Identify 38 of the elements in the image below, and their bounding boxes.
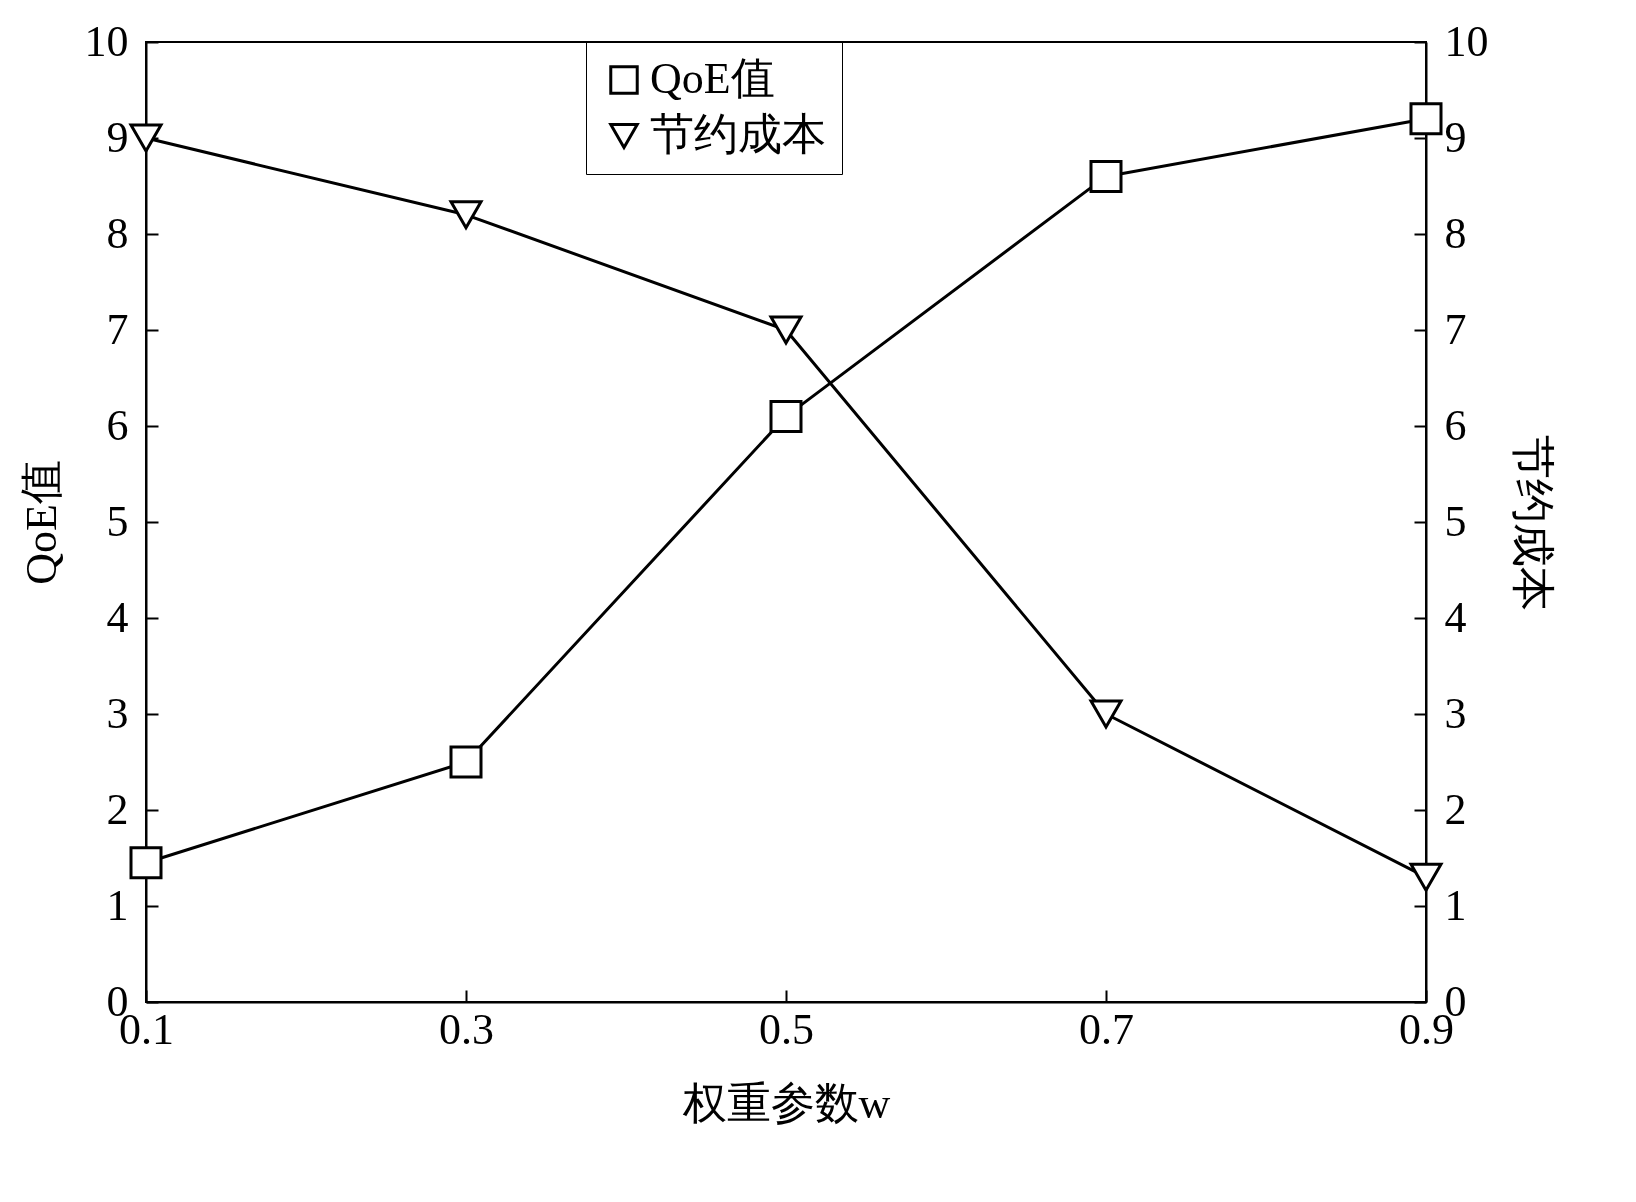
point [769, 315, 803, 345]
y2-tick-label: 4 [1444, 592, 1467, 642]
legend-label: 节约成本 [650, 110, 826, 159]
y2-tick-label: 3 [1444, 688, 1467, 738]
point [1409, 862, 1443, 892]
point [1409, 102, 1443, 136]
y2-tick-label: 9 [1444, 112, 1467, 162]
point [449, 745, 483, 779]
y2-tick-label: 5 [1444, 496, 1467, 546]
y-tick-label: 6 [106, 400, 129, 450]
y2-tick-label: 8 [1444, 208, 1467, 258]
x-axis-title: 权重参数w [681, 1078, 891, 1128]
y-tick-label: 10 [84, 16, 129, 66]
y-tick-label: 9 [106, 112, 129, 162]
point [129, 123, 163, 153]
y-tick-label: 7 [106, 304, 129, 354]
y2-tick-label: 6 [1444, 400, 1467, 450]
y2-tick-label: 2 [1444, 784, 1467, 834]
legend-label: QoE值 [650, 54, 775, 103]
y-tick-label: 1 [106, 880, 129, 930]
point [1089, 159, 1123, 193]
y2-tick-label: 10 [1444, 16, 1489, 66]
y2-axis-title: 节约成本 [1507, 434, 1557, 611]
point [1089, 699, 1123, 729]
x-tick-label: 0.3 [439, 1004, 494, 1054]
point [129, 846, 163, 880]
y-axis-title: QoE值 [16, 460, 66, 585]
x-tick-label: 0.5 [759, 1004, 814, 1054]
x-tick-label: 0.7 [1079, 1004, 1134, 1054]
y-tick-label: 8 [106, 208, 129, 258]
y-tick-label: 4 [106, 592, 129, 642]
y2-tick-label: 1 [1444, 880, 1467, 930]
y-tick-label: 3 [106, 688, 129, 738]
y2-tick-label: 7 [1444, 304, 1467, 354]
point [449, 200, 483, 230]
y-tick-label: 5 [106, 496, 129, 546]
y-tick-label: 2 [106, 784, 129, 834]
point [769, 399, 803, 433]
